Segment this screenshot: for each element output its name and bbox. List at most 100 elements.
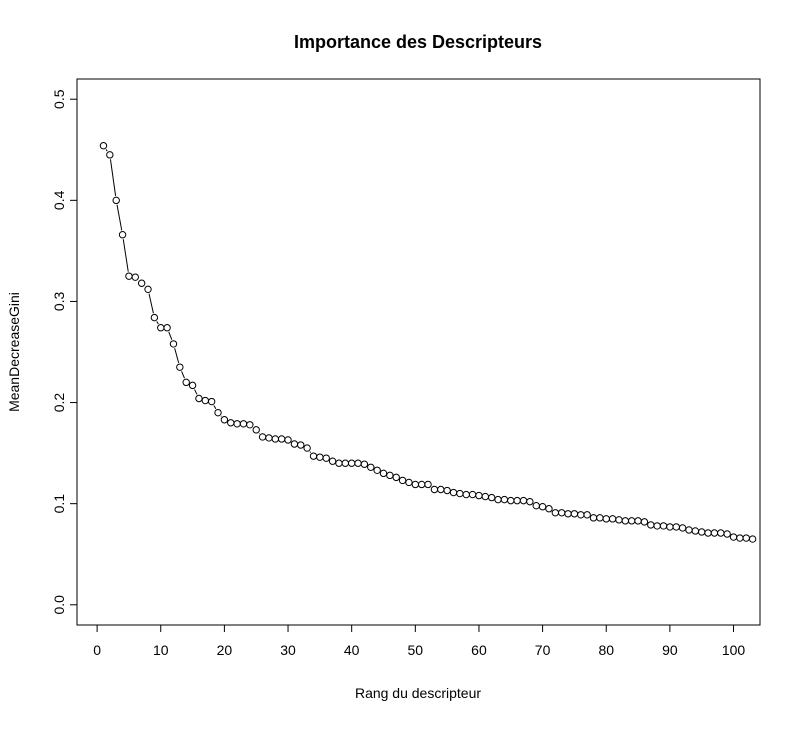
x-tick-label: 30 (280, 642, 296, 658)
data-point (100, 143, 106, 149)
series-points (100, 143, 756, 543)
data-point (597, 515, 603, 521)
data-point (578, 512, 584, 518)
data-point (126, 273, 132, 279)
data-point (132, 274, 138, 280)
y-tick-label: 0.0 (51, 595, 67, 615)
chart-title: Importance des Descripteurs (294, 32, 542, 52)
data-point (240, 421, 246, 427)
data-point (113, 197, 119, 203)
data-point (444, 487, 450, 493)
data-point (565, 511, 571, 517)
data-point (361, 461, 367, 467)
data-point (247, 422, 253, 428)
series-segment (169, 332, 172, 340)
data-point (590, 515, 596, 521)
data-point (584, 512, 590, 518)
data-point (711, 530, 717, 536)
series-segment (310, 452, 311, 453)
data-point (285, 437, 291, 443)
data-point (374, 467, 380, 473)
data-point (431, 486, 437, 492)
series-segment (195, 389, 197, 394)
data-point (215, 409, 221, 415)
data-point (692, 528, 698, 534)
data-point (170, 341, 176, 347)
data-point (667, 524, 673, 530)
data-point (202, 397, 208, 403)
data-point (508, 497, 514, 503)
data-point (158, 325, 164, 331)
data-point (336, 460, 342, 466)
data-point (552, 510, 558, 516)
data-point (603, 516, 609, 522)
data-point (259, 434, 265, 440)
data-point (628, 518, 634, 524)
data-point (571, 511, 577, 517)
data-point (495, 496, 501, 502)
data-point (616, 517, 622, 523)
data-point (743, 535, 749, 541)
x-tick-label: 0 (93, 642, 101, 658)
series-segment (117, 205, 122, 231)
y-tick-label: 0.1 (51, 494, 67, 514)
data-point (514, 497, 520, 503)
data-point (425, 481, 431, 487)
data-point (546, 506, 552, 512)
data-point (278, 436, 284, 442)
data-point (329, 458, 335, 464)
data-point (730, 534, 736, 540)
data-point (228, 420, 234, 426)
data-point (718, 530, 724, 536)
x-tick-label: 90 (662, 642, 678, 658)
x-tick-label: 10 (153, 642, 169, 658)
data-point (641, 519, 647, 525)
plot-frame (77, 79, 760, 625)
data-point (208, 398, 214, 404)
data-point (253, 427, 259, 433)
data-point (151, 314, 157, 320)
data-point (457, 490, 463, 496)
data-point (342, 460, 348, 466)
data-point (482, 493, 488, 499)
data-point (699, 529, 705, 535)
data-point (266, 435, 272, 441)
data-point (145, 286, 151, 292)
data-point (272, 436, 278, 442)
data-point (348, 460, 354, 466)
data-point (119, 232, 125, 238)
data-point (648, 522, 654, 528)
data-point (393, 474, 399, 480)
data-point (520, 497, 526, 503)
x-tick-label: 40 (344, 642, 360, 658)
data-point (660, 523, 666, 529)
data-point (138, 280, 144, 286)
data-point (189, 382, 195, 388)
data-point (164, 325, 170, 331)
data-point (527, 498, 533, 504)
data-point (476, 492, 482, 498)
data-point (558, 510, 564, 516)
data-point (310, 453, 316, 459)
data-point (183, 379, 189, 385)
data-point (196, 395, 202, 401)
series-segment (110, 159, 115, 196)
series-segment (149, 294, 153, 314)
data-point (609, 516, 615, 522)
data-point (705, 530, 711, 536)
series-segment (123, 239, 128, 272)
x-tick-label: 60 (471, 642, 487, 658)
data-point (622, 518, 628, 524)
x-tick-label: 80 (598, 642, 614, 658)
data-point (177, 364, 183, 370)
x-tick-label: 100 (722, 642, 746, 658)
y-tick-label: 0.5 (51, 89, 67, 109)
series-segment (182, 371, 185, 378)
data-point (679, 525, 685, 531)
x-axis-label: Rang du descripteur (355, 685, 481, 701)
series-segment (106, 149, 107, 151)
series-segment (214, 405, 216, 408)
